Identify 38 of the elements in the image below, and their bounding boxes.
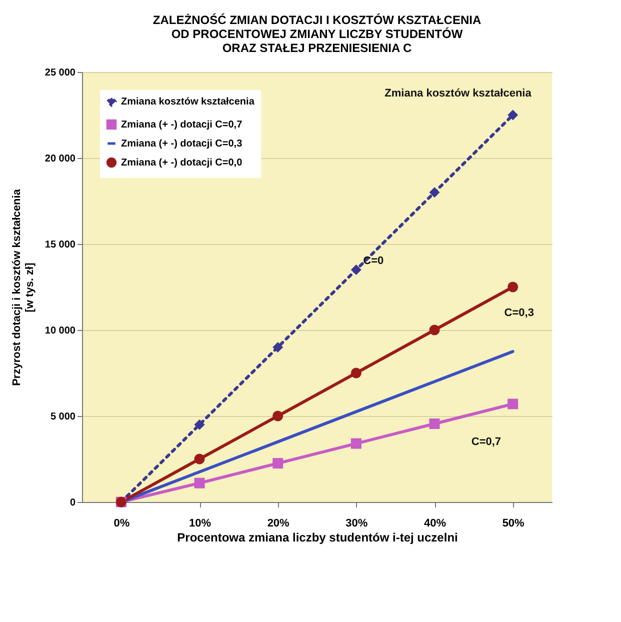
legend-label: Zmiana (+ -) dotacji C=0,0	[121, 158, 243, 168]
legend-label: Zmiana (+ -) dotacji C=0,7	[121, 120, 243, 130]
point	[350, 368, 362, 378]
annotation: C=0	[363, 255, 384, 268]
point	[508, 110, 518, 120]
legend-label: Zmiana (+ -) dotacji C=0,3	[121, 138, 243, 150]
x-tick-label: 0%	[114, 518, 130, 530]
point	[350, 264, 362, 276]
y-tick-label: 0	[70, 498, 76, 508]
point	[508, 282, 518, 292]
x-axis-title: Procentowa zmiana liczby studentów i-tej uczelni	[177, 530, 458, 544]
annotation: C=0,3	[504, 306, 534, 319]
annotation: Zmiana kosztów kształcenia	[384, 88, 532, 100]
y-axis-title: Przyrost dotacji i kosztów kształcenia [w tys. zł]	[10, 188, 36, 386]
point	[194, 478, 205, 488]
point	[350, 438, 362, 449]
point	[429, 187, 440, 198]
point	[429, 418, 440, 429]
annotation: C=0,7	[471, 436, 502, 448]
y-tick-label: 10 000	[44, 326, 76, 336]
x-tick-label: 40%	[424, 518, 446, 530]
y-tick-label: 20 000	[44, 154, 76, 164]
point	[508, 398, 518, 410]
point	[272, 410, 284, 422]
y-tick-label: 25 000	[44, 68, 76, 78]
point	[272, 342, 284, 352]
chart-title: ZALEŻNOŚĆ ZMIAN DOTACJI I KOSZTÓW KSZTAŁCENIA OD PROCENTOWEJ ZMIANY LICZBY STUDENTÓW ORAZ STAŁEJ PRZENIESIENIA C	[152, 13, 482, 55]
point	[194, 419, 205, 430]
point	[429, 324, 440, 336]
point	[194, 454, 205, 464]
x-tick-label: 30%	[346, 518, 368, 530]
x-tick-label: 10%	[188, 518, 212, 530]
y-tick-label: 15 000	[44, 240, 76, 250]
x-tick-label: 20%	[267, 518, 290, 530]
y-tick-label: 5 000	[50, 412, 76, 422]
point	[272, 458, 284, 469]
x-tick-label: 50%	[502, 518, 525, 530]
legend-label: Zmiana kosztów kształcenia	[121, 96, 255, 108]
